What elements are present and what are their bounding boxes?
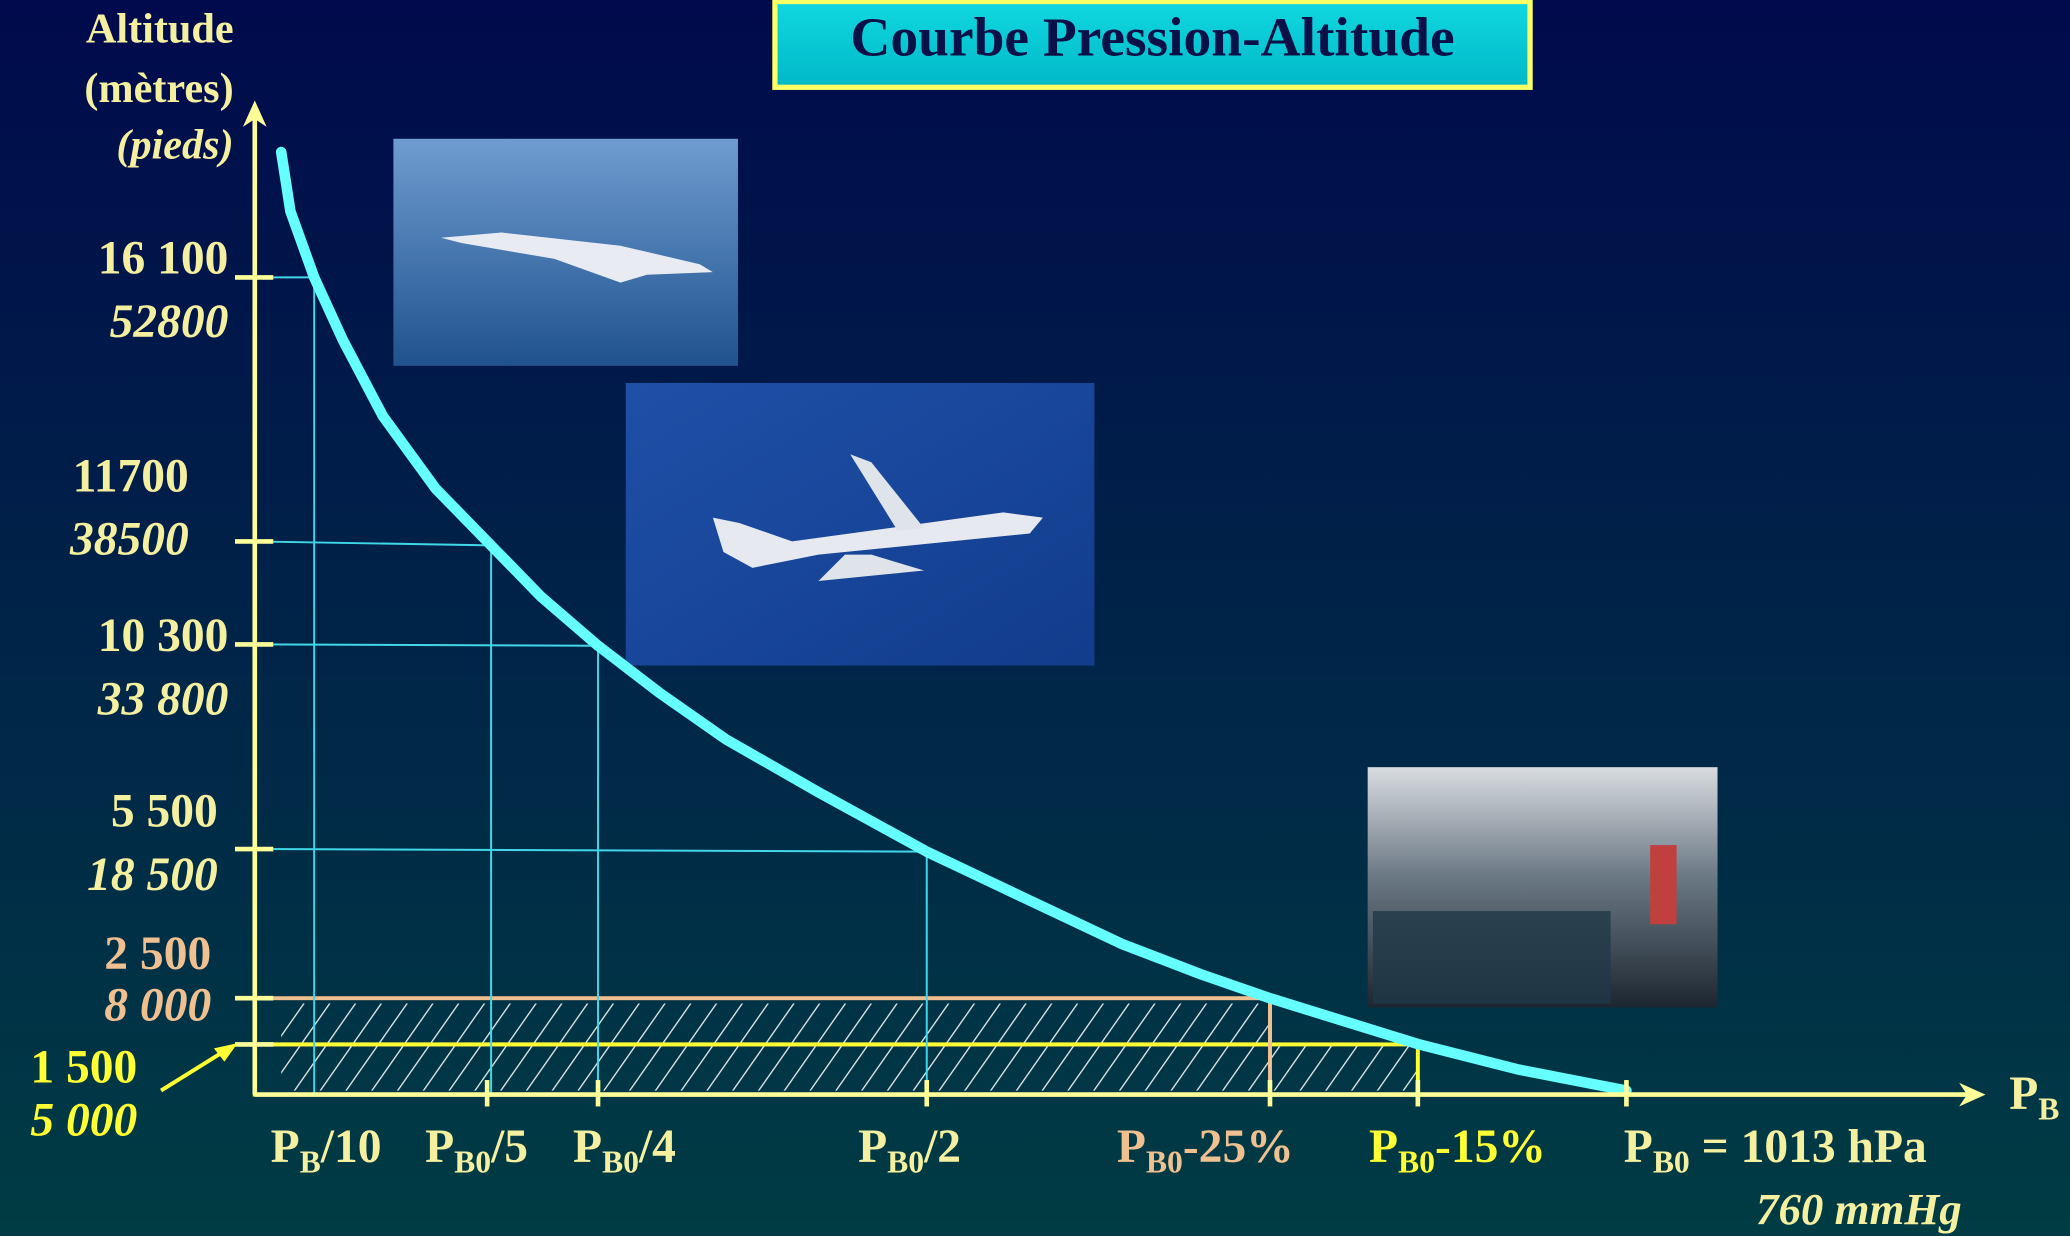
shape	[1373, 911, 1611, 1003]
y-axis-unit-secondary: (pieds)	[116, 122, 233, 169]
altitude-meters: 1 500	[30, 1042, 137, 1094]
pressure-label-mmhg: 760 mmHg	[1756, 1184, 1962, 1234]
shape	[1650, 845, 1676, 924]
pressure-label: PB0-15%	[1369, 1121, 1546, 1180]
y-axis-unit: (mètres)	[84, 65, 233, 112]
shape: 1 500 5 000	[30, 1042, 137, 1147]
altitude-feet: 33 800	[97, 673, 229, 725]
y-axis-label: Altitude	[86, 5, 234, 52]
pressure-label: PB0-25%	[1117, 1121, 1294, 1180]
photo-a340	[626, 383, 1095, 666]
altitude-feet: 38500	[69, 514, 189, 566]
pressure-label: PB/10	[271, 1121, 382, 1180]
altitude-meters: 2 500	[104, 928, 211, 980]
hatch-zone	[281, 1003, 1419, 1090]
altitude-feet: 8 000	[104, 980, 211, 1032]
diagram: Courbe Pression-Altitude	[0, 0, 2070, 1236]
title: Courbe Pression-Altitude	[850, 7, 1454, 68]
altitude-meters: 5 500	[111, 786, 218, 838]
altitude-feet: 52800	[110, 296, 229, 348]
altitude-meters: 10 300	[98, 610, 229, 662]
shape: 2 500 8 000	[104, 928, 211, 1031]
photo-concorde	[393, 139, 738, 366]
photo-cabin	[1368, 767, 1718, 1007]
altitude-meters: 16 100	[98, 232, 229, 284]
altitude-meters: 11700	[73, 450, 189, 502]
page: {"title": "Courbe Pression-Altitude", "y…	[0, 0, 2070, 1236]
altitude-feet: 18 500	[87, 849, 218, 901]
altitude-feet: 5 000	[30, 1095, 137, 1147]
